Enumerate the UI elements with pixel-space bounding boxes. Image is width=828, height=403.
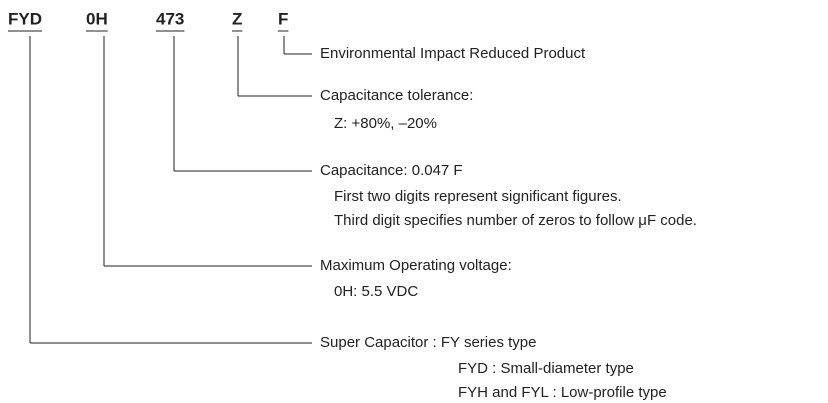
description: Environmental Impact Reduced Product [320,45,586,62]
description: FYH and FYL : Low-profile type [458,384,667,401]
description: Maximum Operating voltage: [320,257,512,274]
description: Capacitance tolerance: [320,87,473,104]
description: Capacitance: 0.047 F [320,162,463,179]
description: FYD : Small-diameter type [458,360,634,377]
description: Z: +80%, –20% [334,115,437,132]
description: First two digits represent significant f… [334,188,622,205]
code: FYD [8,9,42,28]
description: 0H: 5.5 VDC [334,283,418,300]
code: F [278,9,288,28]
code: 0H [86,9,108,28]
code: 473 [156,9,184,28]
description: Super Capacitor : FY series type [320,334,537,351]
description: Third digit specifies number of zeros to… [334,212,697,229]
code: Z [232,9,242,28]
